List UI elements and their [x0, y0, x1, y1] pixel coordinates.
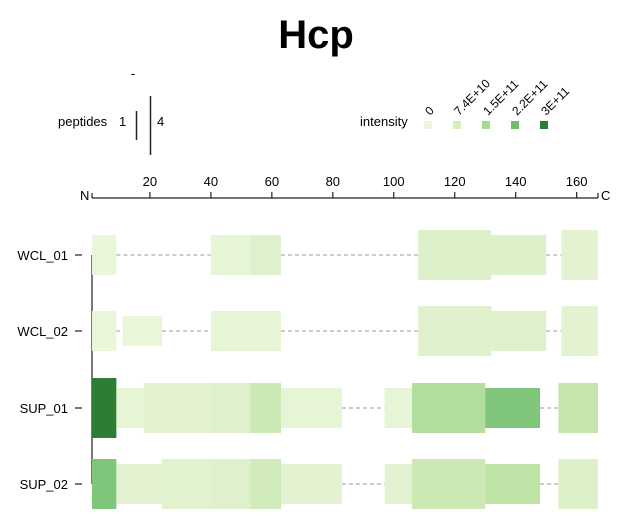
peptides-legend: - peptides 1 4	[58, 65, 164, 155]
chart-title: Hcp	[278, 13, 354, 57]
sample-row-SUP_02: SUP_02	[20, 459, 598, 509]
intensity-legend-level-label-0: 0	[422, 103, 437, 118]
peptides-legend-min-label: 1	[119, 114, 126, 129]
peptides-legend-mark: -	[131, 65, 136, 81]
sample-label: WCL_02	[17, 324, 68, 339]
peptide-segment-2	[210, 311, 281, 351]
peptides-legend-label: peptides	[58, 114, 108, 129]
sample-row-SUP_01: SUP_01	[20, 378, 598, 438]
axis-tick-label-100: 100	[383, 174, 405, 189]
peptide-segment-9	[558, 459, 598, 509]
peptide-segment-4	[491, 311, 547, 351]
peptide-segment-3	[210, 459, 251, 509]
peptide-segment-9	[558, 383, 598, 433]
intensity-legend-swatch-0	[424, 121, 432, 129]
axis-tick-label-120: 120	[444, 174, 466, 189]
intensity-legend-label: intensity	[360, 114, 408, 129]
axis-tick-label-140: 140	[505, 174, 527, 189]
peptide-segment-5	[280, 388, 342, 428]
peptide-segment-3	[418, 306, 492, 356]
axis-tick-label-160: 160	[566, 174, 588, 189]
peptide-segment-7	[412, 383, 486, 433]
sample-row-WCL_02: WCL_02	[17, 306, 598, 356]
peptide-segment-4	[250, 383, 281, 433]
axis-tick-label-60: 60	[265, 174, 279, 189]
peptide-segment-5	[561, 306, 598, 356]
axis-end-label: C	[601, 188, 610, 203]
peptide-segment-7	[412, 459, 486, 509]
axis-tick-label-20: 20	[143, 174, 157, 189]
peptide-segment-5	[561, 230, 598, 280]
intensity-legend-swatch-4	[540, 121, 548, 129]
peptide-segment-2	[143, 383, 211, 433]
sample-label: WCL_01	[17, 248, 68, 263]
intensity-legend-swatch-3	[511, 121, 519, 129]
peptide-segment-1	[122, 316, 163, 346]
peptide-segment-1	[116, 464, 163, 504]
peptides-legend-max-label: 4	[157, 114, 164, 129]
sample-row-WCL_01: WCL_01	[17, 230, 598, 280]
sample-rows: WCL_01 WCL_02 SUP_01 SUP_02	[17, 230, 598, 509]
peptide-segment-6	[384, 464, 413, 504]
axis-start-label: N	[80, 188, 89, 203]
peptide-segment-3	[418, 230, 492, 280]
peptide-segment-5	[280, 464, 342, 504]
peptide-segment-1	[116, 388, 144, 428]
axis-tick-label-40: 40	[204, 174, 218, 189]
peptide-segment-2	[250, 235, 281, 275]
sample-label: SUP_01	[20, 401, 68, 416]
peptide-segment-6	[384, 388, 413, 428]
peptide-segment-3	[210, 383, 251, 433]
intensity-legend-swatch-1	[453, 121, 461, 129]
peptide-segment-4	[250, 459, 281, 509]
peptide-segment-8	[485, 464, 541, 504]
peptide-segment-0	[92, 235, 117, 275]
peptide-segment-1	[210, 235, 251, 275]
axis-tick-label-80: 80	[326, 174, 340, 189]
peptide-segment-4	[491, 235, 547, 275]
peptide-segment-0	[92, 459, 117, 509]
peptide-segment-2	[162, 459, 211, 509]
peptide-segment-8	[485, 388, 541, 428]
peptide-segment-0	[92, 378, 117, 438]
sample-label: SUP_02	[20, 477, 68, 492]
intensity-legend-swatch-2	[482, 121, 490, 129]
x-axis: N C 20 40 60 80 100 120 140 160	[80, 174, 610, 203]
peptide-segment-0	[92, 311, 117, 351]
